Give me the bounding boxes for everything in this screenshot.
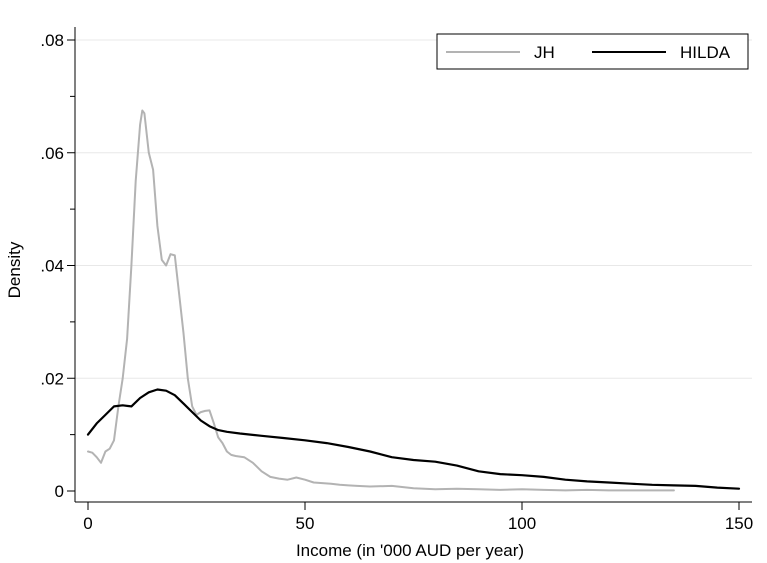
- x-axis-title: Income (in '000 AUD per year): [296, 541, 524, 560]
- series-line-jh: [87, 109, 675, 492]
- x-tick-label-1: 50: [296, 514, 315, 533]
- series-lines: [86, 109, 741, 492]
- legend: JH HILDA: [436, 33, 749, 70]
- y-axis: 0 .02 .04 .06 .08: [40, 27, 76, 502]
- x-tick-label-0: 0: [83, 514, 92, 533]
- y-tick-label-0: 0: [55, 482, 64, 501]
- y-axis-title: Density: [5, 241, 24, 298]
- y-tick-label-3: .06: [40, 144, 64, 163]
- series-line-hilda: [86, 388, 741, 490]
- legend-label-jh: JH: [534, 43, 555, 62]
- y-tick-label-1: .02: [40, 369, 64, 388]
- x-tick-label-3: 150: [725, 514, 753, 533]
- y-tick-label-2: .04: [40, 257, 64, 276]
- x-tick-label-2: 100: [508, 514, 536, 533]
- x-axis: 0 50 100 150: [75, 501, 753, 533]
- y-tick-label-4: .08: [40, 31, 64, 50]
- grid-lines: [75, 39, 752, 379]
- legend-label-hilda: HILDA: [680, 43, 731, 62]
